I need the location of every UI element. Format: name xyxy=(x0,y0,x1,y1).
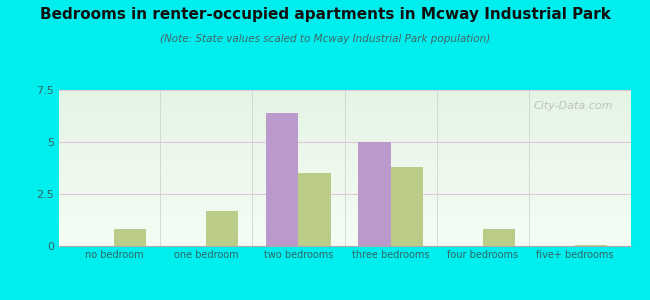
Bar xyxy=(206,211,239,246)
Text: City-Data.com: City-Data.com xyxy=(534,101,614,111)
Text: Bedrooms in renter-occupied apartments in Mcway Industrial Park: Bedrooms in renter-occupied apartments i… xyxy=(40,8,610,22)
Bar xyxy=(266,113,298,246)
Bar xyxy=(358,142,391,246)
Bar xyxy=(483,230,515,246)
Bar xyxy=(114,230,146,246)
Bar xyxy=(298,173,331,246)
Legend: Mcway Industrial Park, High Point: Mcway Industrial Park, High Point xyxy=(196,299,493,300)
Bar xyxy=(391,167,423,246)
Text: (Note: State values scaled to Mcway Industrial Park population): (Note: State values scaled to Mcway Indu… xyxy=(160,34,490,44)
Bar xyxy=(575,245,608,246)
